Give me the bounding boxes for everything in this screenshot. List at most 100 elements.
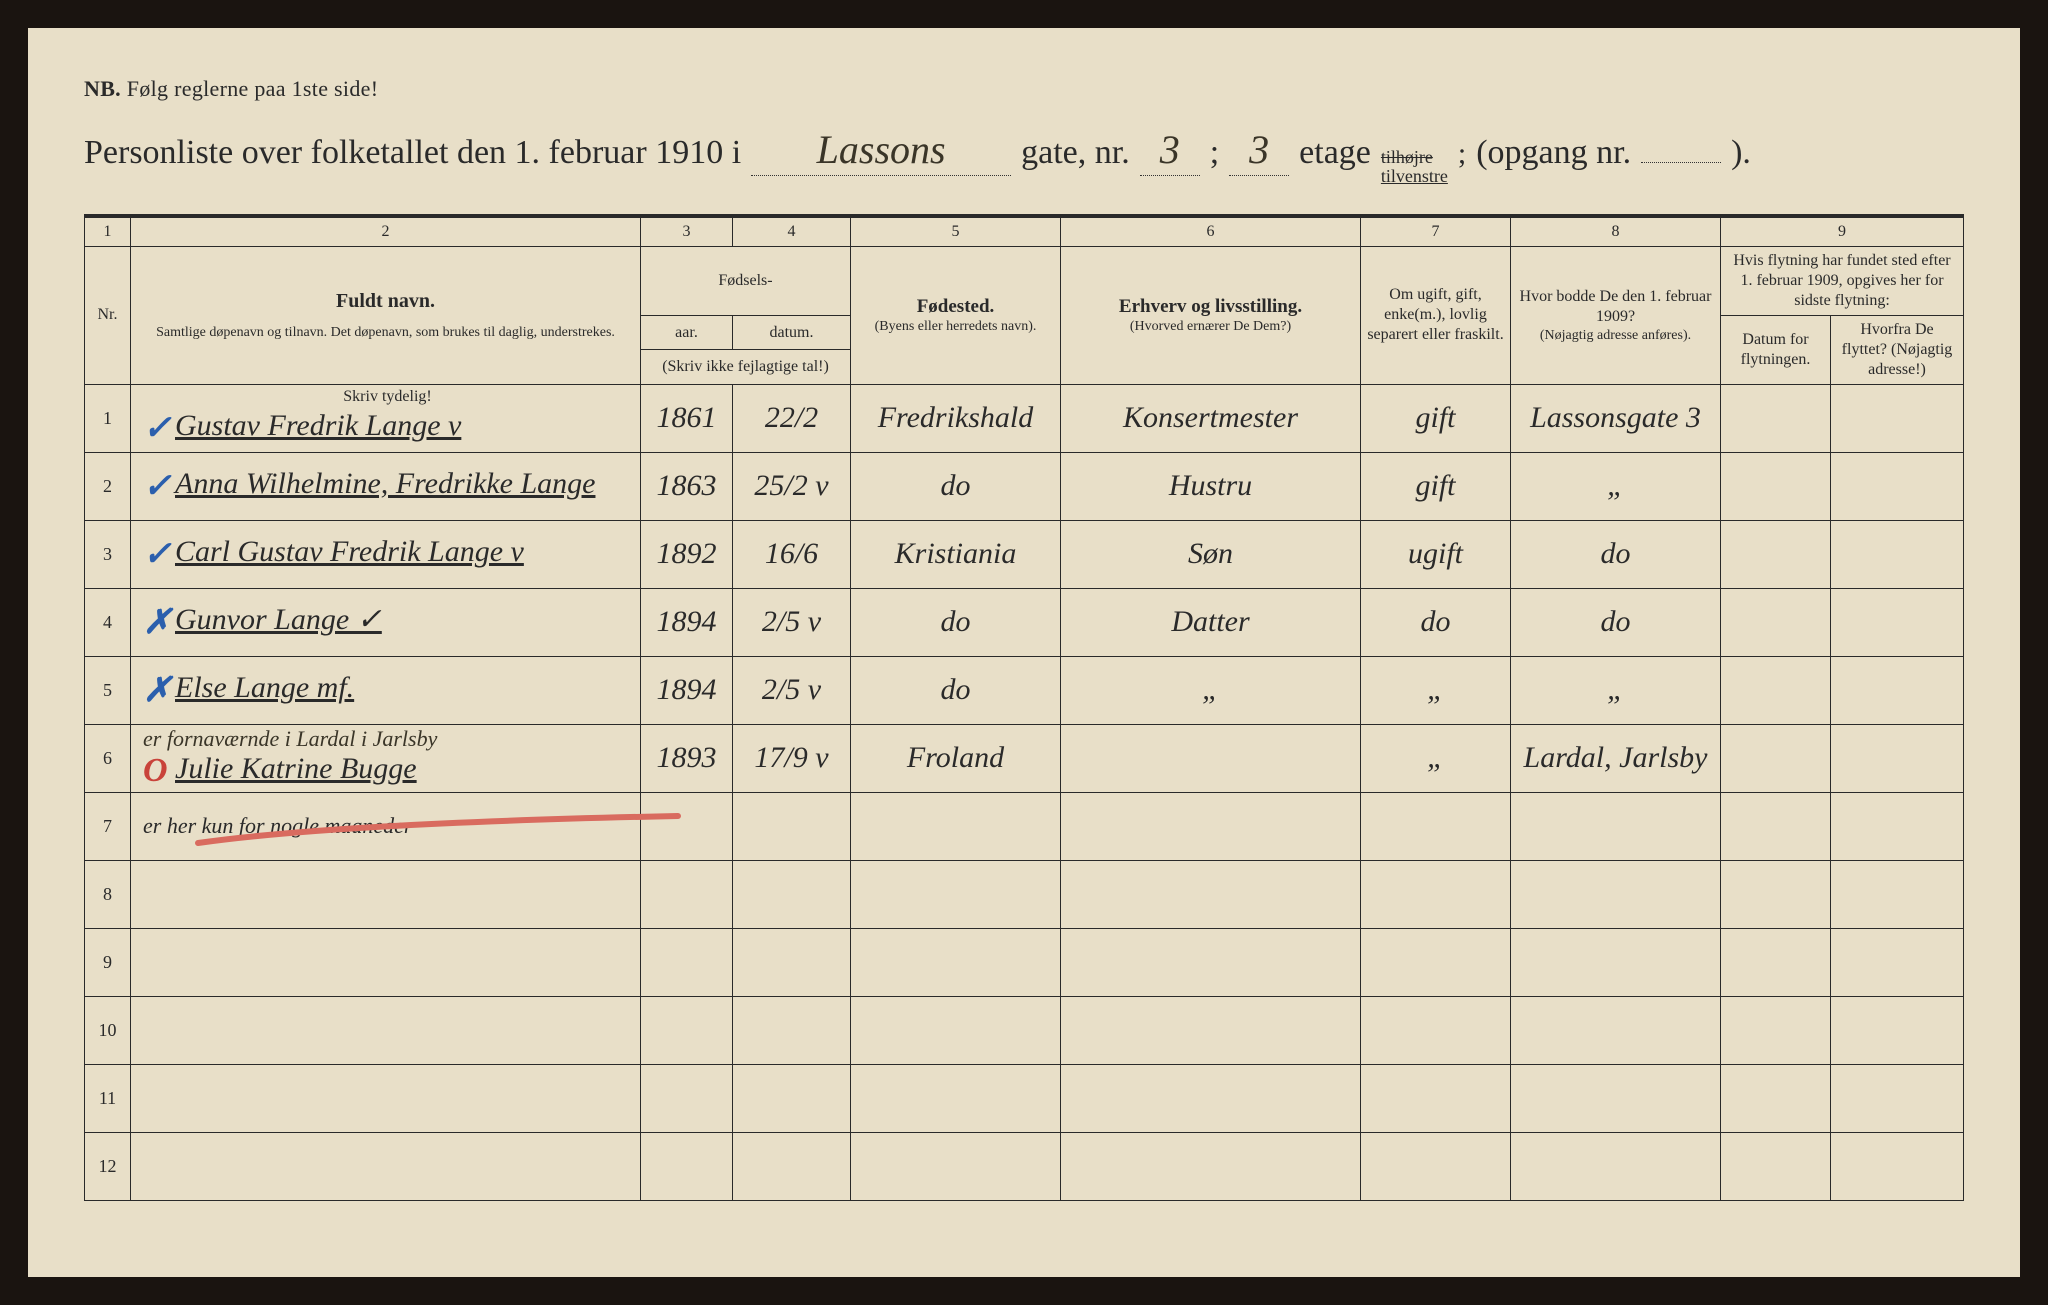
row-date: 2/5 v (733, 588, 851, 656)
nb-text: Følg reglerne paa 1ste side! (127, 76, 379, 101)
col3: 3 (641, 217, 733, 246)
table-row: 10 (85, 996, 1964, 1064)
table-row: 2✓Anna Wilhelmine, Fredrikke Lange186325… (85, 452, 1964, 520)
row-status: „ (1361, 656, 1511, 724)
empty-cell (1721, 860, 1831, 928)
row-nr: 5 (85, 656, 131, 724)
empty-cell (733, 928, 851, 996)
aar-head: aar. (641, 315, 733, 350)
row-name: ✗Gunvor Lange ✓ (131, 588, 641, 656)
col4: 4 (733, 217, 851, 246)
col6: 6 (1061, 217, 1361, 246)
title-line: Personliste over folketallet den 1. febr… (84, 126, 1964, 186)
empty-cell (1361, 1064, 1511, 1132)
row-birthplace: Kristiania (851, 520, 1061, 588)
row-nr: 6 (85, 724, 131, 792)
row-nr: 4 (85, 588, 131, 656)
row-nr: 7 (85, 792, 131, 860)
empty-cell (1831, 996, 1964, 1064)
row-flyt_from (1831, 520, 1964, 588)
row-addr1909: Lardal, Jarlsby (1511, 724, 1721, 792)
empty-cell (1061, 996, 1361, 1064)
empty-cell (1831, 928, 1964, 996)
table-row: 5✗Else Lange mf.18942/5 vdo„„„ (85, 656, 1964, 724)
fodsels-head: Fødsels- (641, 246, 851, 315)
empty-cell (1511, 928, 1721, 996)
row-flyt_from (1831, 384, 1964, 452)
empty-cell (1721, 996, 1831, 1064)
row-name: Skriv tydelig!✓Gustav Fredrik Lange v (131, 384, 641, 452)
table-row: 6er fornaværnde i Lardal i JarlsbyOJulie… (85, 724, 1964, 792)
row-flyt_date (1721, 520, 1831, 588)
row-nr: 12 (85, 1132, 131, 1200)
row-birthplace: Fredrikshald (851, 384, 1061, 452)
row-birthplace: do (851, 452, 1061, 520)
fuldt-head: Fuldt navn. Samtlige døpenavn og tilnavn… (131, 246, 641, 384)
row-mark-icon: ✗ (143, 670, 169, 710)
inline-note: er her kun for nogle maaneder (131, 792, 641, 860)
row-nr: 9 (85, 928, 131, 996)
row-name: ✓Carl Gustav Fredrik Lange v (131, 520, 641, 588)
empty-cell (733, 1064, 851, 1132)
gate-nr: 3 (1140, 126, 1200, 176)
empty-cell (1061, 1064, 1361, 1132)
fuldt-sub: Samtlige døpenavn og tilnavn. Det døpena… (139, 324, 632, 342)
fodested-sub: (Byens eller herredets navn). (857, 318, 1054, 336)
row-status: gift (1361, 452, 1511, 520)
datum-head: datum. (733, 315, 851, 350)
row-occupation: „ (1061, 656, 1361, 724)
hvorfra-head: Hvorfra De flyttet? (Nøjagtig adresse!) (1831, 315, 1964, 384)
fuldt-label: Fuldt navn. (139, 289, 632, 314)
semi2: ; (1458, 137, 1466, 171)
row-year: 1863 (641, 452, 733, 520)
ugift-head: Om ugift, gift, enke(m.), lovlig separer… (1361, 246, 1511, 384)
row-name-text: Gustav Fredrik Lange v (175, 409, 461, 442)
empty-cell (1361, 860, 1511, 928)
street-name: Lassons (751, 126, 1011, 176)
empty-cell (851, 996, 1061, 1064)
table-row: 3✓Carl Gustav Fredrik Lange v189216/6Kri… (85, 520, 1964, 588)
empty-cell (131, 928, 641, 996)
col5: 5 (851, 217, 1061, 246)
row-birthplace: Froland (851, 724, 1061, 792)
empty-cell (1831, 792, 1964, 860)
row-name: er fornaværnde i Lardal i JarlsbyOJulie … (131, 724, 641, 792)
etage-label: etage (1299, 134, 1371, 172)
empty-cell (1511, 860, 1721, 928)
empty-cell (1721, 928, 1831, 996)
row-occupation: Datter (1061, 588, 1361, 656)
row-status: „ (1361, 724, 1511, 792)
head-row-1: Nr. Fuldt navn. Samtlige døpenavn og til… (85, 246, 1964, 315)
row-date: 17/9 v (733, 724, 851, 792)
empty-cell (1511, 1064, 1721, 1132)
erhverv-sub: (Hvorved ernærer De Dem?) (1067, 318, 1354, 336)
row-nr: 1 (85, 384, 131, 452)
row-date: 22/2 (733, 384, 851, 452)
empty-cell (851, 792, 1061, 860)
empty-cell (851, 860, 1061, 928)
opgang-end: ). (1731, 134, 1751, 172)
fodested-head: Fødested. (Byens eller herredets navn). (851, 246, 1061, 384)
empty-cell (1361, 928, 1511, 996)
row-name: ✓Anna Wilhelmine, Fredrikke Lange (131, 452, 641, 520)
row-mark-icon: ✓ (143, 466, 169, 506)
row-mark-icon: ✗ (143, 602, 169, 642)
empty-cell (733, 792, 851, 860)
empty-cell (1511, 792, 1721, 860)
nb-label: NB. (84, 76, 121, 101)
empty-cell (1361, 792, 1511, 860)
row-name-text: Julie Katrine Bugge (175, 752, 417, 785)
empty-cell (131, 1064, 641, 1132)
col1: 1 (85, 217, 131, 246)
skriv-tydelig: Skriv tydelig! (143, 388, 632, 406)
census-table: 1 2 3 4 5 6 7 8 9 Nr. Fuldt navn. Samtli… (84, 217, 1964, 1201)
row-mark-icon: O (143, 752, 169, 790)
row-birthplace: do (851, 656, 1061, 724)
empty-cell (1061, 792, 1361, 860)
row-flyt_from (1831, 724, 1964, 792)
row-flyt_date (1721, 384, 1831, 452)
empty-cell (851, 928, 1061, 996)
empty-cell (1511, 1132, 1721, 1200)
row-mark-icon: ✓ (143, 534, 169, 574)
bodde-head: Hvor bodde De den 1. februar 1909? (Nøja… (1511, 246, 1721, 384)
